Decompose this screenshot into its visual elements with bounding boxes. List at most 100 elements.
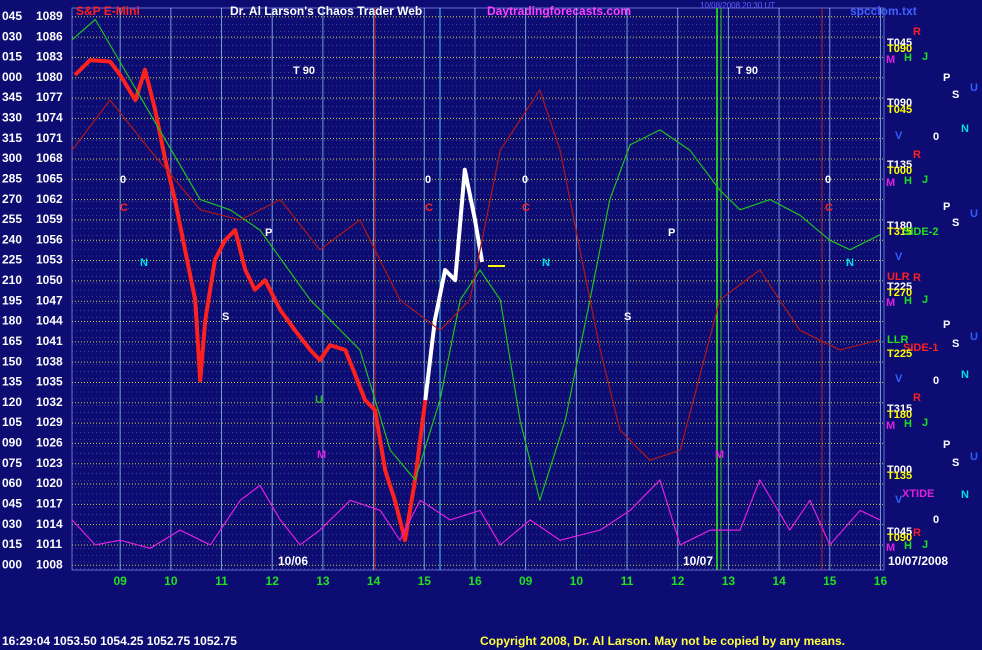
annotation: C xyxy=(522,202,530,214)
annotation: 0 xyxy=(522,174,528,186)
annotation: C xyxy=(120,202,128,214)
series-line xyxy=(73,58,428,543)
annotation: SIDE-1 xyxy=(903,342,938,354)
annotation: S xyxy=(222,311,229,323)
degree-label: 000 xyxy=(2,557,22,571)
y-tick-label: 1056 xyxy=(36,232,63,246)
annotation: U xyxy=(315,394,323,406)
y-tick-label: 1023 xyxy=(36,456,63,470)
y-tick-label: 1080 xyxy=(36,70,63,84)
annotation: M xyxy=(886,297,895,309)
degree-label: 210 xyxy=(2,273,22,287)
date-label: 10/07/2008 xyxy=(888,554,948,568)
annotation: T045 xyxy=(887,104,912,116)
x-tick-label: 10 xyxy=(164,574,178,588)
y-tick-label: 1059 xyxy=(36,212,63,226)
degree-label: 225 xyxy=(2,253,22,267)
annotation: 0 xyxy=(120,174,126,186)
x-tick-label: 11 xyxy=(215,574,228,588)
annotation: T135 xyxy=(887,470,912,482)
y-tick-label: 1071 xyxy=(36,131,63,145)
series-line xyxy=(71,18,881,501)
degree-label: 330 xyxy=(2,111,22,125)
degree-label: 075 xyxy=(2,456,22,470)
y-tick-label: 1068 xyxy=(36,151,63,165)
x-tick-label: 12 xyxy=(266,574,280,588)
y-tick-label: 1044 xyxy=(36,314,63,328)
series-line xyxy=(71,89,881,461)
annotation: SIDE-2 xyxy=(903,226,938,238)
annotation: T090 xyxy=(887,43,912,55)
date-label: 10/07 xyxy=(683,554,713,568)
y-tick-label: 1062 xyxy=(36,192,63,206)
annotation: T 90 xyxy=(736,65,758,77)
annotation: U xyxy=(970,208,978,220)
chart-title: Dr. Al Larson's Chaos Trader Web xyxy=(230,4,422,18)
annotation: R xyxy=(913,392,921,404)
annotation: V xyxy=(895,373,903,385)
y-tick-label: 1083 xyxy=(36,50,63,64)
annotation: P xyxy=(943,319,950,331)
annotation: R xyxy=(913,527,921,539)
annotation: T135 xyxy=(887,159,912,171)
annotation: N xyxy=(140,257,148,269)
annotation: U xyxy=(970,331,978,343)
annotation: M xyxy=(715,449,724,461)
annotation: T045 xyxy=(887,37,912,49)
degree-label: 015 xyxy=(2,537,22,551)
annotation: J xyxy=(922,51,928,63)
degree-label: 015 xyxy=(2,50,22,64)
x-tick-label: 16 xyxy=(468,574,482,588)
series-line xyxy=(423,167,485,401)
annotation: P xyxy=(943,201,950,213)
annotation: ULR xyxy=(887,271,910,283)
degree-label: 345 xyxy=(2,90,22,104)
annotation: J xyxy=(922,417,928,429)
x-tick-label: 16 xyxy=(874,574,888,588)
y-tick-label: 1065 xyxy=(36,171,63,185)
degree-label: 285 xyxy=(2,171,22,185)
annotation: LLR xyxy=(887,334,908,346)
y-tick-label: 1047 xyxy=(36,293,63,307)
y-tick-label: 1038 xyxy=(36,354,63,368)
annotation: T225 xyxy=(887,348,912,360)
annotation: S xyxy=(952,89,959,101)
annotation: H xyxy=(904,295,912,307)
annotation: T180 xyxy=(887,220,912,232)
annotation: 0 xyxy=(933,514,939,526)
y-tick-label: 1011 xyxy=(36,537,62,551)
plot-area xyxy=(71,7,885,571)
degree-label: 030 xyxy=(2,29,22,43)
y-tick-label: 1077 xyxy=(36,90,63,104)
file-name: spcclom.txt xyxy=(850,4,917,18)
degree-label: 000 xyxy=(2,70,22,84)
date-label: 10/06 xyxy=(278,554,308,568)
y-tick-label: 1089 xyxy=(36,9,63,23)
annotation: N xyxy=(961,489,969,501)
annotation: S xyxy=(952,457,959,469)
degree-label: 195 xyxy=(2,293,22,307)
x-tick-label: 15 xyxy=(823,574,837,588)
last-quote: 16:29:04 1053.50 1054.25 1052.75 1052.75 xyxy=(2,634,237,648)
annotation: XTIDE xyxy=(902,488,934,500)
y-tick-label: 1050 xyxy=(36,273,63,287)
degree-label: 135 xyxy=(2,375,22,389)
annotation: M xyxy=(886,54,895,66)
annotation: T045 xyxy=(887,526,912,538)
x-tick-label: 15 xyxy=(418,574,432,588)
degree-label: 090 xyxy=(2,436,22,450)
annotation: T315 xyxy=(887,226,912,238)
annotation: P xyxy=(265,227,272,239)
annotation: J xyxy=(922,174,928,186)
annotation: R xyxy=(913,272,921,284)
y-tick-label: 1014 xyxy=(36,517,63,531)
annotation: M xyxy=(886,542,895,554)
annotation: M xyxy=(886,420,895,432)
y-tick-label: 1029 xyxy=(36,415,63,429)
degree-label: 240 xyxy=(2,232,22,246)
degree-label: 300 xyxy=(2,151,22,165)
annotation: T000 xyxy=(887,464,912,476)
annotation: U xyxy=(970,451,978,463)
annotation: V xyxy=(895,494,903,506)
